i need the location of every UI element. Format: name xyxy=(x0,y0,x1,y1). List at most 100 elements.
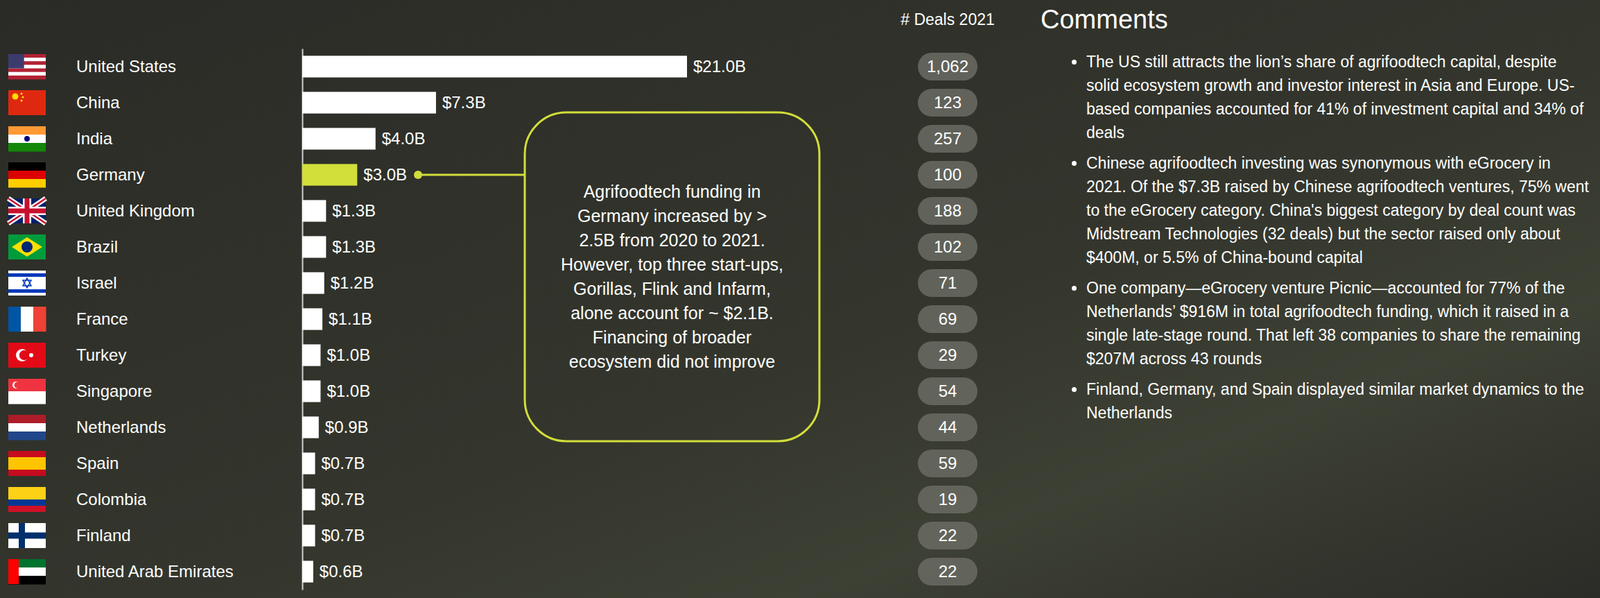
bar xyxy=(302,199,326,222)
category-label: Netherlands xyxy=(76,417,166,437)
deal-pill xyxy=(917,557,978,586)
deal-count: 257 xyxy=(933,128,962,148)
flag xyxy=(8,54,46,80)
flag xyxy=(8,126,46,152)
flag-part xyxy=(21,241,33,253)
leader-line xyxy=(418,174,525,177)
flag-part xyxy=(8,378,46,392)
flag-part xyxy=(24,135,30,142)
flag-part xyxy=(8,532,46,539)
category-label: China xyxy=(76,92,120,112)
bar xyxy=(302,415,319,438)
deal-count: 123 xyxy=(933,92,962,112)
deal-pill xyxy=(917,268,978,297)
comment-list: The US still attracts the lion’s share o… xyxy=(1061,49,1591,425)
category-label: United Kingdom xyxy=(76,201,195,220)
data-label: $4.0B xyxy=(381,128,426,148)
flag-part xyxy=(8,414,46,424)
flag-part xyxy=(8,75,46,80)
deals: 1,062123257100188102716929544459192222 xyxy=(917,52,978,586)
flag-part xyxy=(8,234,46,260)
bar xyxy=(302,343,321,366)
flag xyxy=(8,558,46,585)
category-label: France xyxy=(76,309,129,328)
flag xyxy=(8,522,46,548)
flag-part xyxy=(8,134,46,144)
deal-count: 188 xyxy=(933,201,962,220)
flag xyxy=(8,270,46,296)
comment: Chinese agrifoodtech investing was synon… xyxy=(1086,151,1591,269)
bar xyxy=(302,379,321,402)
deal-pill xyxy=(917,485,978,513)
category-label: United States xyxy=(76,56,177,76)
bar xyxy=(302,451,316,474)
bar xyxy=(302,560,314,582)
flag-part xyxy=(20,99,23,102)
bar xyxy=(302,524,316,546)
comment: Finland, Germany, and Spain displayed si… xyxy=(1086,377,1591,425)
flag xyxy=(8,90,46,116)
bar xyxy=(302,127,376,150)
flag-part xyxy=(11,237,43,257)
deal-count: 102 xyxy=(933,237,962,256)
deal-pill xyxy=(917,521,978,550)
flag-part xyxy=(8,273,46,277)
flag-part xyxy=(8,422,46,432)
deal-count: 69 xyxy=(938,309,958,328)
category-label: India xyxy=(76,128,113,148)
flag-part xyxy=(8,54,25,69)
comments: The US still attracts the lion’s share o… xyxy=(1061,49,1591,432)
bar xyxy=(302,91,437,113)
flag-part xyxy=(8,170,46,180)
data-label: $1.2B xyxy=(330,273,375,292)
flag-part xyxy=(8,198,46,224)
category-label: Singapore xyxy=(76,381,152,400)
deal-pill xyxy=(917,449,978,477)
deal-pill xyxy=(917,341,978,369)
deal-pill xyxy=(917,52,978,81)
category-label: Brazil xyxy=(76,237,118,256)
bar xyxy=(302,271,325,294)
flag-part xyxy=(8,142,46,152)
leader-dot xyxy=(413,170,423,179)
flag-part xyxy=(22,96,25,99)
deal-count: 29 xyxy=(938,345,958,364)
flag-part xyxy=(33,306,47,332)
data-label: $0.7B xyxy=(321,453,366,473)
category-label: Colombia xyxy=(76,489,147,509)
flag-part xyxy=(20,306,34,332)
data-label: $0.7B xyxy=(321,525,366,545)
data-label: $1.0B xyxy=(326,345,371,364)
comments-title: Comments xyxy=(1040,4,1169,34)
annotation-box xyxy=(524,112,820,441)
flag-part xyxy=(8,558,19,584)
flag xyxy=(8,414,46,441)
bar xyxy=(302,307,323,330)
deals-title: # Deals 2021 xyxy=(900,10,995,29)
flag xyxy=(8,450,46,476)
flag-part xyxy=(8,178,46,188)
deal-pill xyxy=(917,160,978,189)
data-label: $1.0B xyxy=(326,381,371,400)
bar xyxy=(302,235,326,258)
category-label: Turkey xyxy=(76,345,127,364)
deal-count: 1,062 xyxy=(926,56,969,76)
category-label: United Arab Emirates xyxy=(76,561,234,581)
flag-part xyxy=(8,126,46,136)
deal-pill xyxy=(917,377,978,405)
flag-part xyxy=(8,270,46,296)
deal-count: 71 xyxy=(938,273,958,292)
flag-part xyxy=(8,162,46,172)
flag-part xyxy=(14,381,21,389)
data-label: $1.3B xyxy=(332,201,376,220)
flag-part xyxy=(8,522,46,548)
deal-count: 22 xyxy=(938,561,958,581)
bar xyxy=(302,163,358,186)
flag-part xyxy=(8,198,46,224)
data-label: $0.6B xyxy=(319,561,364,581)
flag-part xyxy=(8,499,46,506)
deal-pill xyxy=(917,88,978,117)
flag xyxy=(8,306,47,332)
category-label: Germany xyxy=(76,164,145,184)
flag-part xyxy=(12,93,19,100)
